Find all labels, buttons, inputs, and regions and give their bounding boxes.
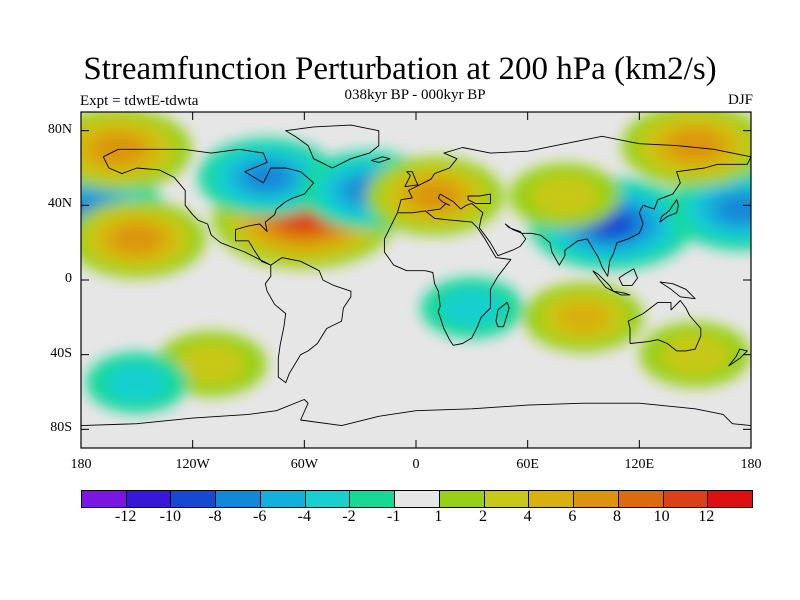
colorbar-swatch	[708, 491, 753, 507]
lon-label: 60W	[290, 457, 318, 472]
colorbar-swatch	[260, 491, 306, 507]
coastline-9	[495, 301, 510, 328]
colorbar-label: -4	[297, 508, 311, 525]
lon-label: 120E	[624, 457, 655, 472]
coastline-7	[467, 193, 491, 204]
lat-label: 80S	[50, 420, 72, 436]
coastline-15	[404, 171, 419, 188]
coastline-6	[427, 193, 484, 214]
chart-title: Streamfunction Perturbation at 200 hPa (…	[83, 51, 717, 87]
colorbar-label: 6	[568, 508, 577, 525]
colorbar	[81, 490, 753, 508]
coastline-18	[81, 399, 751, 427]
colorbar-swatch	[126, 491, 172, 507]
colorbar-swatch	[663, 491, 709, 507]
high-center-11	[523, 282, 644, 353]
experiment-label: Expt = tdwtE-tdwta	[80, 93, 199, 109]
colorbar-swatch	[618, 491, 664, 507]
colorbar-swatch	[216, 491, 261, 507]
coastline-5	[478, 156, 751, 277]
high-center-6	[365, 156, 504, 236]
coastline-10	[659, 199, 679, 223]
colorbar-label: 4	[523, 508, 532, 525]
low-center-15	[85, 352, 188, 414]
coastline-13	[618, 268, 638, 287]
coastline-1	[264, 257, 352, 384]
colorbar-label: -8	[208, 508, 222, 525]
high-center-13	[639, 322, 751, 388]
latitude-ticks	[81, 130, 751, 430]
contour-fields	[81, 112, 751, 414]
low-center-14	[420, 277, 523, 339]
colorbar-swatch	[529, 491, 575, 507]
chart-subtitle: 038kyr BP - 000kyr BP	[344, 87, 486, 103]
coastline-2	[285, 124, 380, 169]
coastline-0	[102, 148, 315, 266]
colorbar-label: -10	[159, 508, 181, 525]
low-center-3	[668, 167, 751, 251]
coastline-4	[383, 210, 512, 346]
lat-label: 0	[65, 271, 72, 286]
coastline-14	[659, 281, 696, 300]
colorbar-label: 10	[653, 508, 670, 525]
lon-label: 0	[412, 457, 420, 472]
colorbar-label: -12	[114, 508, 137, 525]
colorbar-label: -2	[342, 508, 356, 525]
lat-label: 40S	[50, 345, 72, 361]
high-center-7	[81, 199, 206, 279]
colorbar-swatch	[305, 491, 351, 507]
colorbar-swatch	[395, 491, 440, 507]
low-center-4	[198, 138, 337, 217]
lon-label: 120W	[175, 457, 210, 472]
colorbar-label: -6	[252, 508, 267, 525]
lat-label: 40N	[47, 196, 72, 212]
coastline-16	[371, 156, 391, 163]
colorbar-label: 1	[434, 508, 443, 525]
lon-label: 180	[740, 457, 762, 472]
colorbar-swatch	[439, 491, 485, 507]
colorbar-label: 8	[613, 508, 621, 525]
lat-label: 80N	[47, 121, 72, 137]
colorbar-swatch	[82, 491, 127, 507]
high-center-9	[621, 112, 751, 187]
high-center-10	[509, 163, 621, 229]
coastline-3	[396, 135, 751, 213]
lon-label: 60E	[516, 457, 539, 472]
coastlines	[81, 124, 751, 427]
season-label: DJF	[727, 92, 753, 108]
colorbar-label: 2	[479, 508, 487, 525]
longitude-ticks	[80, 112, 752, 448]
coastline-8	[627, 300, 702, 352]
colorbar-swatch	[350, 491, 396, 507]
coastline-12	[613, 290, 631, 296]
colorbar-label: -1	[386, 508, 401, 525]
colorbar-label: 12	[698, 508, 715, 525]
lon-label: 180	[70, 457, 92, 472]
colorbar-swatch	[574, 491, 619, 507]
colorbar-swatch	[484, 491, 530, 507]
colorbar-swatch	[171, 491, 217, 507]
